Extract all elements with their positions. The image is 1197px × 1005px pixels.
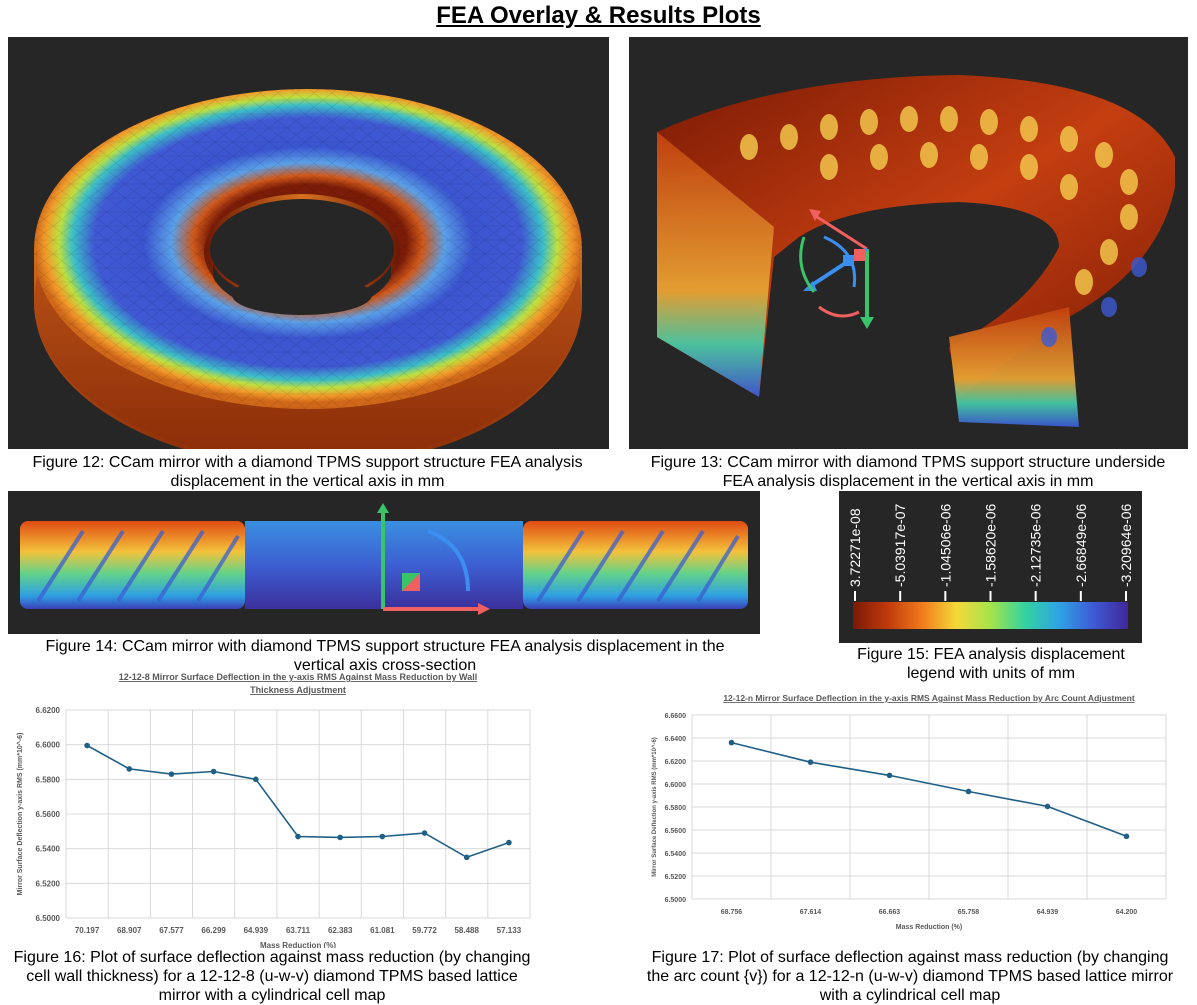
data-point bbox=[337, 834, 343, 841]
data-point bbox=[807, 759, 814, 765]
legend-label: -5.03917e-07 bbox=[892, 503, 908, 587]
y-tick-label: 6.6200 bbox=[36, 706, 61, 715]
data-point bbox=[210, 768, 217, 775]
y-tick-label: 6.5000 bbox=[665, 897, 687, 904]
x-tick-label: 64.939 bbox=[244, 926, 269, 935]
x-tick-label: 61.081 bbox=[370, 926, 395, 935]
y-tick-label: 6.5600 bbox=[665, 828, 687, 835]
x-tick-label: 64.200 bbox=[1116, 909, 1138, 916]
fig13-render bbox=[629, 37, 1188, 449]
fig12-torus-image bbox=[34, 89, 582, 449]
data-point bbox=[421, 830, 428, 836]
series-line bbox=[731, 741, 1127, 838]
data-point bbox=[728, 739, 735, 746]
fig15-caption: Figure 15: FEA analysis displacement leg… bbox=[857, 646, 1125, 682]
legend-label: -1.04506e-06 bbox=[937, 503, 953, 587]
legend-label: 3.72271e-08 bbox=[847, 508, 863, 587]
x-tick-label: 68.756 bbox=[721, 909, 743, 916]
x-tick-label: 64.939 bbox=[1037, 909, 1059, 916]
legend-label: -2.12735e-06 bbox=[1028, 503, 1044, 587]
y-tick-label: 6.5800 bbox=[36, 775, 61, 784]
y-tick-label: 6.6200 bbox=[665, 759, 687, 766]
y-tick-label: 6.6000 bbox=[36, 741, 61, 750]
data-point bbox=[463, 854, 470, 861]
chart16: 12-12-8 Mirror Surface Deflection in the… bbox=[16, 672, 531, 948]
y-tick-label: 6.6000 bbox=[665, 782, 687, 789]
y-tick-label: 6.6400 bbox=[665, 736, 687, 743]
fig12-render bbox=[8, 37, 609, 449]
x-tick-label: 68.907 bbox=[117, 926, 142, 935]
y-tick-label: 6.5400 bbox=[36, 845, 61, 854]
fig14-cross-section-image bbox=[20, 503, 748, 615]
fig12-caption: Figure 12: CCam mirror with a diamond TP… bbox=[32, 454, 583, 490]
y-tick-label: 6.5200 bbox=[36, 879, 61, 888]
fig16-caption: Figure 16: Plot of surface deflection ag… bbox=[13, 949, 531, 1004]
legend-label: -3.20964e-06 bbox=[1118, 503, 1134, 587]
data-point bbox=[1123, 833, 1130, 840]
y-tick-label: 6.5800 bbox=[665, 805, 687, 812]
data-point bbox=[965, 788, 972, 795]
legend-label: -2.66849e-06 bbox=[1073, 503, 1089, 587]
x-tick-label: 66.299 bbox=[201, 926, 226, 935]
data-point bbox=[886, 772, 893, 779]
x-tick-label: 62.383 bbox=[328, 926, 353, 935]
fig13-underside-image bbox=[657, 75, 1175, 427]
x-tick-label: 67.614 bbox=[800, 909, 822, 916]
legend-label: -1.58620e-06 bbox=[983, 503, 999, 587]
chart17: 12-12-n Mirror Surface Deflection in the… bbox=[652, 693, 1167, 931]
x-axis-label: Mass Reduction (%) bbox=[260, 941, 336, 948]
data-point bbox=[506, 839, 512, 846]
fig17-caption: Figure 17: Plot of surface deflection ag… bbox=[646, 949, 1174, 1004]
x-tick-label: 63.711 bbox=[286, 926, 311, 935]
y-axis-label: Mirror Surface Deflection y-axis RMS (mm… bbox=[16, 733, 24, 896]
x-tick-label: 58.488 bbox=[454, 926, 479, 935]
x-tick-label: 70.197 bbox=[75, 926, 100, 935]
y-tick-label: 6.6600 bbox=[665, 713, 687, 720]
data-point bbox=[126, 766, 133, 772]
data-point bbox=[1044, 803, 1051, 810]
x-tick-label: 57.133 bbox=[497, 926, 522, 935]
displacement-legend: 3.72271e-08 -5.03917e-07 -1.04506e-06 -1.58… bbox=[847, 503, 1134, 629]
data-point bbox=[253, 776, 259, 783]
data-point bbox=[379, 833, 386, 840]
y-tick-label: 6.5400 bbox=[665, 851, 687, 858]
chart17-container: 12-12-n Mirror Surface Deflection in the… bbox=[640, 688, 1178, 948]
y-tick-label: 6.5000 bbox=[36, 914, 61, 923]
fig15-legend-panel: 3.72271e-08 -5.03917e-07 -1.04506e-06 -1.58… bbox=[839, 491, 1142, 643]
x-axis-label: Mass Reduction (%) bbox=[896, 924, 963, 931]
x-tick-label: 67.577 bbox=[159, 926, 184, 935]
chart16-container: 12-12-8 Mirror Surface Deflection in the… bbox=[8, 668, 538, 948]
y-tick-label: 6.5200 bbox=[665, 874, 687, 881]
fig14-render bbox=[8, 491, 760, 634]
chart-title: 12-12-8 Mirror Surface Deflection in the… bbox=[119, 672, 477, 682]
fig13-caption: Figure 13: CCam mirror with diamond TPMS… bbox=[650, 454, 1166, 490]
y-tick-label: 6.5600 bbox=[36, 810, 61, 819]
legend-colorbar bbox=[853, 602, 1128, 629]
data-point bbox=[168, 771, 175, 777]
chart-title-line2: Thickness Adjustment bbox=[250, 685, 346, 695]
fig14-caption: Figure 14: CCam mirror with diamond TPMS… bbox=[45, 638, 725, 674]
page-title: FEA Overlay & Results Plots bbox=[436, 2, 761, 29]
x-tick-label: 66.663 bbox=[879, 909, 901, 916]
x-tick-label: 65.758 bbox=[958, 909, 980, 916]
y-axis-label: Mirror Surface Deflection y-axis RMS (mm… bbox=[652, 737, 658, 877]
chart-title: 12-12-n Mirror Surface Deflection in the… bbox=[723, 693, 1135, 703]
data-point bbox=[84, 742, 90, 749]
data-point bbox=[295, 833, 301, 840]
x-tick-label: 59.772 bbox=[412, 926, 437, 935]
